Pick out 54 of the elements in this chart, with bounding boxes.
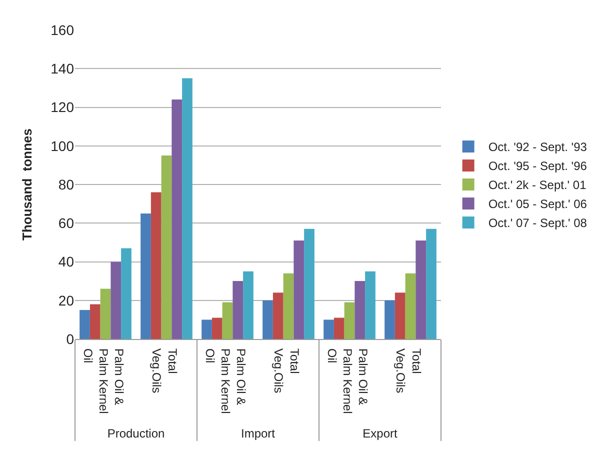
bar xyxy=(100,288,111,339)
bar xyxy=(334,318,344,339)
y-tick-label: 20 xyxy=(58,292,74,308)
legend-label: Oct. '95 - Sept. '96 xyxy=(488,159,588,174)
y-tick-label: 0 xyxy=(66,330,74,347)
bar xyxy=(182,78,192,339)
text: Export xyxy=(362,426,398,440)
y-tick-label: 40 xyxy=(58,254,74,270)
legend-label: Oct.' 05 - Sept.' 06 xyxy=(488,197,588,212)
bar xyxy=(283,273,294,339)
bar xyxy=(80,310,90,339)
bar xyxy=(121,248,132,339)
bar xyxy=(294,240,304,339)
bar xyxy=(365,271,376,339)
x-tick-label: Palm Oil & Palm Kernel Oil xyxy=(202,348,248,414)
bar xyxy=(212,318,222,339)
text: Import xyxy=(240,426,276,440)
y-tick-label: 160 xyxy=(50,22,74,38)
y-axis-title: Thousand tonnes xyxy=(20,128,35,240)
bar xyxy=(426,228,436,339)
bar xyxy=(394,292,406,339)
bar xyxy=(272,292,284,339)
x-tick-label: Total Veg.Oils xyxy=(272,348,302,394)
bar xyxy=(150,192,162,339)
y-tick-label: 120 xyxy=(50,99,74,116)
y-tick-label: 60 xyxy=(58,215,74,232)
bar xyxy=(172,100,182,339)
x-tick-label: Total Veg.Oils xyxy=(394,348,424,394)
bar xyxy=(405,273,416,339)
bar xyxy=(324,320,334,339)
bar xyxy=(262,300,273,339)
bar xyxy=(90,304,100,339)
bar xyxy=(161,156,172,339)
x-tick-label: Palm Oil & Palm Kernel Oil xyxy=(80,348,126,414)
y-tick-label: 100 xyxy=(50,138,74,154)
bar xyxy=(416,240,426,339)
bar xyxy=(354,281,366,339)
y-tick-label: 80 xyxy=(58,176,74,192)
x-tick-label: Total Veg.Oils xyxy=(150,348,180,394)
bar xyxy=(202,320,212,339)
x-tick-label: Palm Oil & Palm Kernel Oil xyxy=(324,348,370,414)
bar xyxy=(304,228,314,339)
bar xyxy=(344,302,355,339)
legend-label: Oct. '92 - Sept. '93 xyxy=(488,140,588,154)
bar xyxy=(232,281,244,339)
text: Production xyxy=(107,426,165,440)
y-tick-label: 140 xyxy=(50,60,74,77)
bar xyxy=(222,302,233,339)
bar xyxy=(140,213,151,339)
bar xyxy=(243,271,254,339)
bar xyxy=(384,300,395,339)
legend-label: Oct.' 07 - Sept.' 08 xyxy=(488,216,588,230)
bar xyxy=(110,262,122,339)
legend-label: Oct.' 2k - Sept.' 01 xyxy=(488,178,587,192)
